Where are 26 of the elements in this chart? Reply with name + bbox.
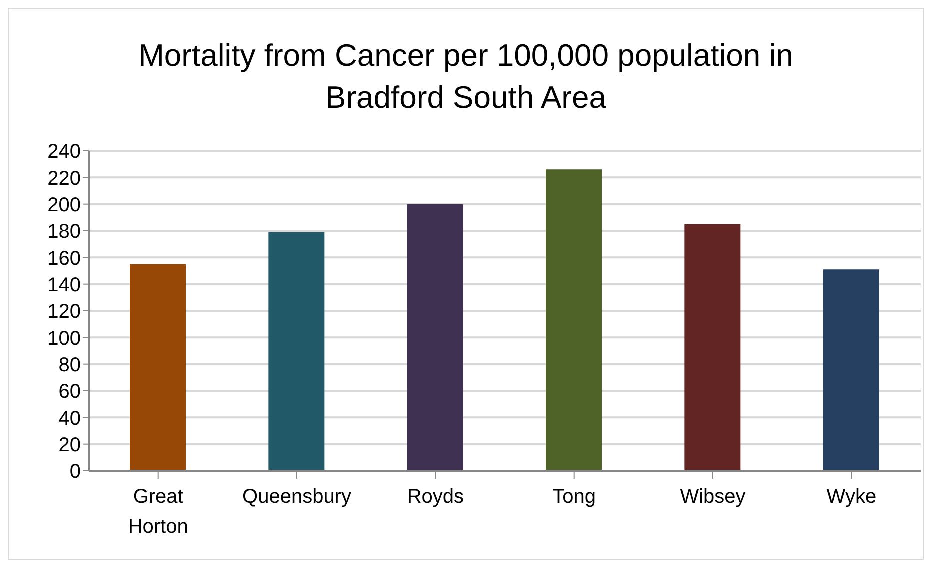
y-tick-label: 100 — [48, 328, 81, 350]
x-tick-label: Wibsey — [680, 486, 746, 508]
y-tick-label: 80 — [58, 354, 81, 376]
y-tick-label: 20 — [58, 434, 81, 456]
y-tick-label: 0 — [70, 461, 81, 484]
y-tick-label: 40 — [58, 408, 81, 430]
bar — [823, 270, 880, 471]
y-tick-label: 180 — [48, 221, 81, 244]
bar — [546, 170, 602, 471]
x-tick-label: Great Horton — [128, 486, 188, 538]
y-tick-label: 120 — [48, 301, 81, 324]
x-tick-label: Tong — [552, 486, 596, 508]
y-tick-label: 140 — [48, 274, 81, 296]
bar — [130, 264, 186, 471]
x-tick-label: Wyke — [826, 486, 877, 508]
y-tick-label: 160 — [48, 248, 81, 270]
y-tick-label: 60 — [58, 381, 81, 404]
y-tick-label: 220 — [48, 168, 81, 190]
x-tick-label: Royds — [407, 486, 464, 508]
y-tick-label: 200 — [48, 194, 81, 216]
bar — [268, 232, 325, 471]
bar — [684, 224, 741, 471]
bar — [407, 204, 464, 471]
chart-title: Mortality from Cancer per 100,000 population in Bradford South Area — [138, 37, 794, 117]
y-tick-label: 240 — [48, 141, 81, 164]
x-tick-label: Queensbury — [242, 486, 352, 508]
